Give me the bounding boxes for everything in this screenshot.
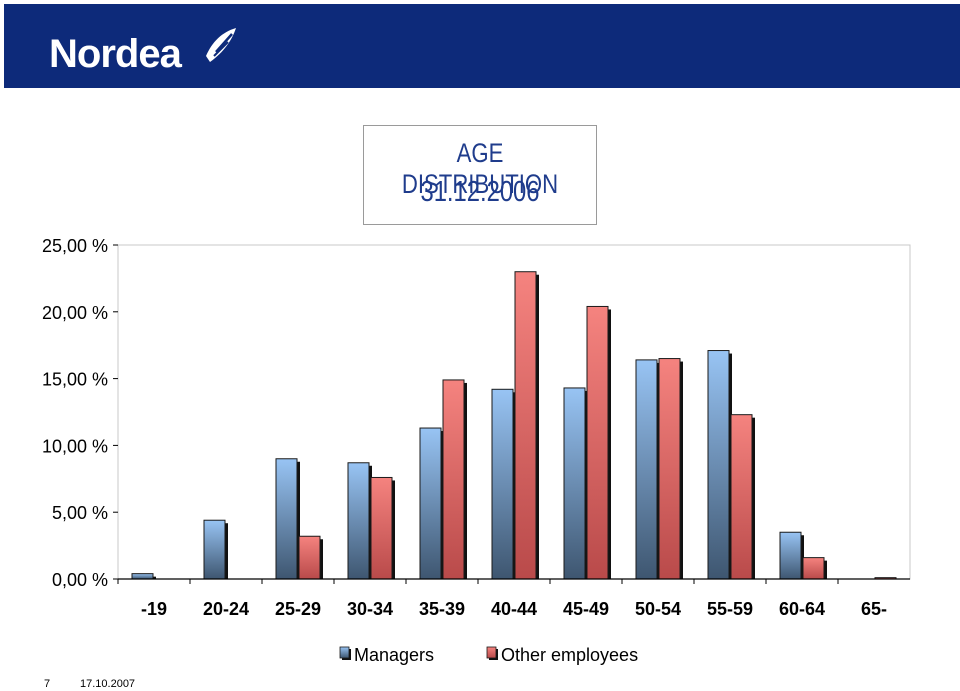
bar-managers-30-34 [347,462,370,580]
y-tick-label: 10,00 % [42,436,108,456]
x-tick-label: 25-29 [275,599,321,619]
bar-other-employees-50-54 [658,358,681,580]
y-tick-label: 5,00 % [52,503,108,523]
sail-logo-icon [206,28,236,62]
bar-managers-25-29 [275,458,298,580]
x-tick-label: 50-54 [635,599,681,619]
legend-other-employees-label: Other employees [501,645,638,665]
legend-managers-swatch [339,646,350,659]
bar-other-employees-35-39 [442,379,465,580]
x-tick-label: 20-24 [203,599,249,619]
bar-managers-40-44 [491,388,514,580]
bar-managers-55-59 [707,350,730,580]
x-tick-label: 60-64 [779,599,825,619]
bar-other-employees-30-34 [370,476,393,580]
bar-other-employees-60-64 [802,557,825,580]
bar-other-employees-55-59 [730,414,753,580]
bar-managers-50-54 [635,359,658,580]
chart-title: AGE DISTRIBUTION [401,138,559,199]
y-tick-label: 25,00 % [42,236,108,256]
nordea-logo: Nordea [49,32,182,76]
x-tick-label: 40-44 [491,599,537,619]
bar-managers-20-24 [203,519,226,580]
footer-date: 17.10.2007 [80,678,136,690]
bar-other-employees-25-29 [298,535,321,580]
legend-other-employees-swatch [486,646,497,659]
bar-other-employees-40-44 [514,271,537,580]
bar-managers--19 [131,573,154,580]
chart-title-box: AGE DISTRIBUTION 31.12.2006 [363,125,597,225]
bar-managers-35-39 [419,427,442,580]
x-tick-label: 55-59 [707,599,753,619]
header-bar: Nordea [4,4,960,88]
bar-other-employees-45-49 [586,305,609,580]
x-tick-label: 65- [861,599,887,619]
y-tick-label: 0,00 % [52,570,108,590]
legend-managers-label: Managers [354,645,434,665]
y-tick-label: 15,00 % [42,370,108,390]
x-tick-label: -19 [141,599,167,619]
x-tick-label: 35-39 [419,599,465,619]
page-number: 7 [44,678,51,690]
x-tick-label: 45-49 [563,599,609,619]
x-tick-label: 30-34 [347,599,393,619]
bar-managers-45-49 [563,387,586,580]
y-tick-label: 20,00 % [42,303,108,323]
bar-managers-60-64 [779,531,802,580]
chart-date: 31.12.2006 [420,176,540,208]
